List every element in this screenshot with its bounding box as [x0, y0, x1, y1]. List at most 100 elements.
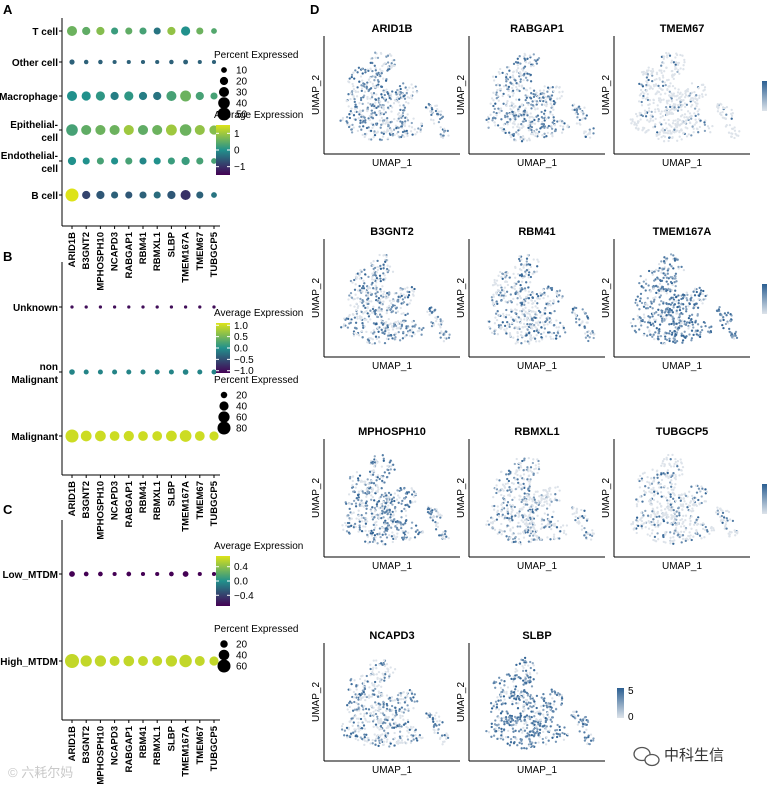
umap-cell [429, 110, 432, 113]
umap-cell [373, 510, 377, 513]
umap-cell [391, 134, 394, 137]
umap-cell [537, 323, 540, 327]
umap-cell [347, 493, 351, 496]
umap-cell [674, 272, 678, 275]
umap-cell [678, 308, 682, 312]
umap-cell [496, 532, 499, 535]
umap-cell [360, 504, 363, 508]
umap-cell [489, 102, 492, 105]
umap-cell [493, 121, 496, 124]
umap-cell [354, 505, 358, 508]
umap-cell [354, 103, 357, 106]
umap-cell [528, 489, 531, 493]
umap-cell [363, 82, 366, 86]
umap-cell [692, 306, 695, 309]
dot [152, 431, 163, 441]
umap-cell [370, 479, 373, 482]
umap-cell [540, 103, 544, 106]
umap-cell [494, 312, 498, 315]
column-label: TUBGCP5 [209, 231, 220, 277]
size-legend-label: 20 [236, 640, 248, 651]
umap-cell [536, 490, 539, 493]
umap-cell [652, 511, 655, 514]
umap-cell [578, 515, 581, 519]
umap-cell [361, 109, 364, 112]
umap-cell [636, 314, 639, 317]
umap-cell [523, 529, 527, 532]
umap-cell [385, 55, 388, 58]
umap-cell [352, 126, 355, 129]
umap-cell [645, 83, 648, 87]
umap-cell [396, 310, 400, 313]
umap-cell [675, 325, 679, 328]
umap-cell [389, 513, 392, 516]
umap-cell [548, 317, 551, 320]
umap-cell [543, 114, 547, 118]
umap-cell [571, 512, 574, 516]
dot [66, 90, 78, 102]
umap-cell [671, 276, 674, 279]
umap-cell [509, 308, 513, 311]
umap-cell [528, 513, 531, 516]
umap-cell [733, 332, 737, 335]
umap-cell [558, 335, 562, 338]
umap-cell [379, 495, 382, 499]
umap-cell [391, 522, 394, 525]
umap-cell [369, 80, 372, 84]
umap-cell [390, 120, 393, 124]
umap-cell [528, 54, 532, 57]
umap-cell [524, 70, 527, 74]
umap-cell [687, 133, 690, 136]
umap-cell [353, 522, 357, 526]
umap-cell [348, 294, 351, 297]
umap-cell [674, 277, 677, 280]
umap-cell [504, 273, 507, 276]
umap-cell [673, 128, 676, 131]
umap-cell [382, 457, 385, 460]
umap-cell [488, 320, 491, 323]
umap-cell [517, 129, 520, 132]
umap-cell [536, 297, 539, 300]
umap-cell [384, 79, 388, 82]
umap-cell [391, 531, 394, 534]
umap-cell [396, 119, 399, 122]
umap-cell [527, 273, 530, 277]
umap-cell [529, 96, 532, 99]
umap-cell [379, 535, 382, 539]
umap-cell [691, 320, 694, 324]
umap-cell [695, 94, 698, 97]
umap-cell [397, 130, 400, 134]
umap-cell [710, 529, 713, 532]
umap-cell [540, 498, 543, 502]
dot [125, 191, 133, 199]
umap-cell [647, 269, 651, 273]
umap-cell [519, 73, 522, 76]
umap-y-label: UMAP_2 [456, 278, 467, 318]
umap-cell [680, 493, 683, 497]
umap-cell [362, 525, 365, 528]
umap-cell [672, 92, 676, 95]
umap-cell [665, 292, 668, 295]
umap-cell [439, 113, 442, 116]
dot [140, 571, 146, 577]
umap-cell [404, 522, 407, 525]
umap-cell [532, 292, 535, 295]
umap-cell [674, 122, 677, 126]
umap-cell [409, 499, 412, 503]
umap-cell [683, 525, 686, 528]
umap-cell [536, 471, 539, 475]
umap-cell [379, 512, 382, 515]
umap-cell [644, 111, 647, 115]
umap-cell [403, 497, 406, 500]
umap-cell [518, 105, 521, 108]
umap-cell [380, 540, 383, 543]
umap-cell [427, 102, 430, 106]
umap-cell [379, 301, 382, 304]
umap-cell [524, 119, 528, 122]
umap-cell [526, 114, 529, 117]
umap-cell [662, 519, 666, 523]
umap-cell [694, 329, 698, 332]
dot [140, 369, 146, 375]
umap-cell [664, 335, 667, 338]
